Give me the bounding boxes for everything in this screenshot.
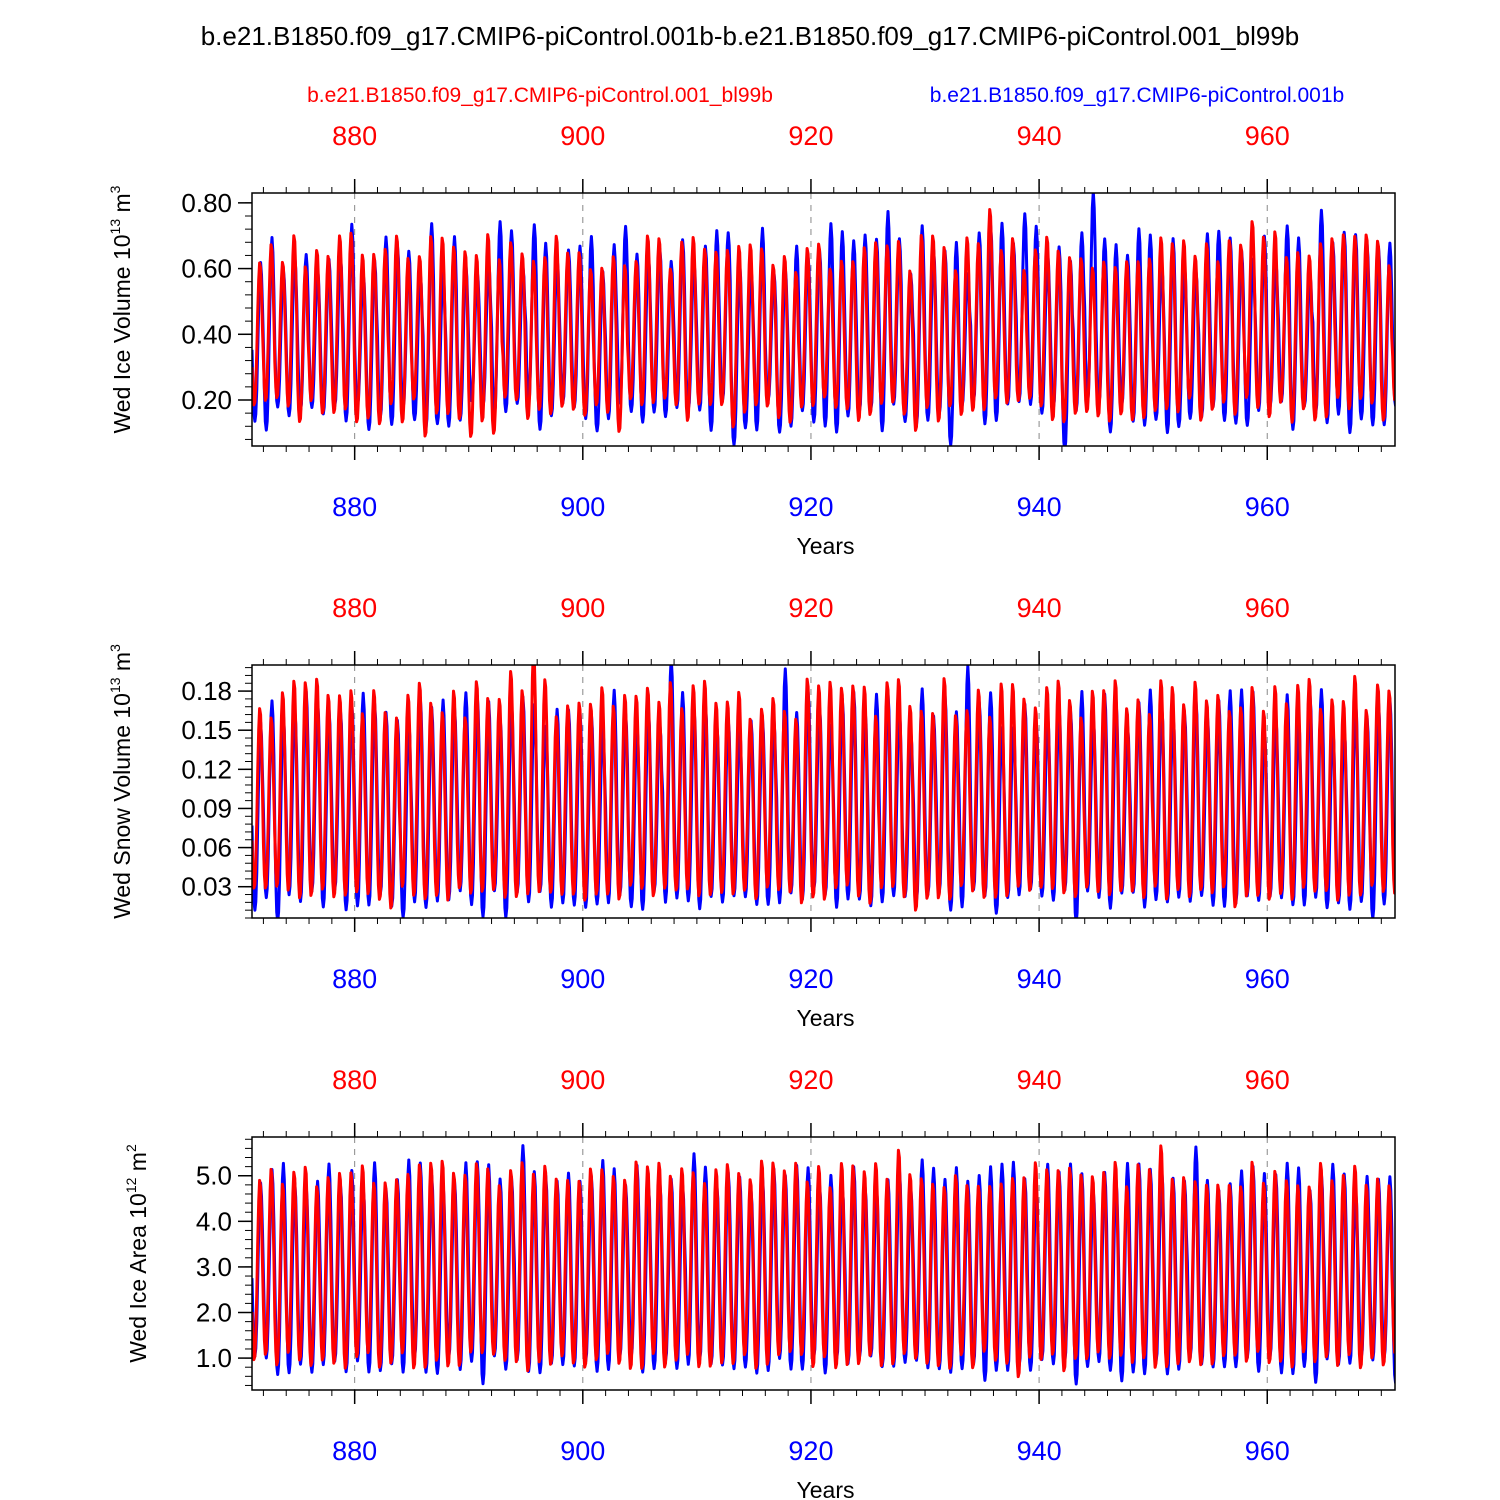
y-tick-label: 5.0 [196,1161,232,1191]
plot-frame [251,664,1396,919]
y-tick-label: 0.03 [181,872,232,902]
x-top-tick-label: 960 [1245,1065,1290,1095]
panel-1: 0.20 0.40 0.60 0.80 880 880 900 900 920 920 940 940… [107,121,1396,559]
y-tick-label: 2.0 [196,1298,232,1328]
plot-frame [251,192,1396,447]
x-bottom-tick-label: 920 [788,492,833,522]
x-bottom-tick-label: 940 [1017,964,1062,994]
y-tick-label: 1.0 [196,1343,232,1373]
chart-panels: 0.20 0.40 0.60 0.80 880 880 900 900 920 920 940 940… [107,121,1396,1500]
x-bottom-tick-label: 880 [332,492,377,522]
x-top-tick-label: 880 [332,121,377,151]
x-axis-label: Years [797,533,855,559]
panel-3: 1.0 2.0 3.0 4.0 5.0 880 880 900 900 920 920 940 940 9… [123,1065,1396,1500]
x-top-tick-label: 900 [560,121,605,151]
x-bottom-tick-label: 920 [788,964,833,994]
x-axis-label: Years [797,1477,855,1500]
y-tick-label: 0.80 [181,188,232,218]
x-bottom-tick-label: 880 [332,1436,377,1466]
y-tick-label: 4.0 [196,1206,232,1236]
plot-frame [251,1136,1396,1391]
figure-title: b.e21.B1850.f09_g17.CMIP6-piControl.001b… [201,21,1300,51]
y-tick-label: 0.60 [181,254,232,284]
y-tick-label: 0.20 [181,385,232,415]
x-top-tick-label: 960 [1245,121,1290,151]
x-top-tick-label: 920 [788,1065,833,1095]
y-tick-label: 0.18 [181,676,232,706]
y-axis-label: Wed Ice Area 1012 m2 [123,1144,151,1363]
x-bottom-tick-label: 960 [1245,964,1290,994]
y-axis-label: Wed Ice Volume 1013 m3 [107,185,135,433]
x-bottom-tick-label: 960 [1245,1436,1290,1466]
legend-blue-label: b.e21.B1850.f09_g17.CMIP6-piControl.001b [930,84,1344,107]
x-bottom-tick-label: 940 [1017,1436,1062,1466]
series-red-line [252,1144,1395,1379]
x-bottom-tick-label: 920 [788,1436,833,1466]
x-top-tick-label: 960 [1245,593,1290,623]
y-tick-label: 0.09 [181,793,232,823]
y-tick-label: 0.06 [181,833,232,863]
x-top-tick-label: 900 [560,1065,605,1095]
panel-2: 0.03 0.06 0.09 0.12 0.15 0.18 880 880 900 900 920 9… [107,593,1396,1031]
x-axis-label: Years [797,1005,855,1031]
x-bottom-tick-label: 940 [1017,492,1062,522]
series-red-line [252,665,1395,912]
x-top-tick-label: 940 [1017,593,1062,623]
x-top-tick-label: 940 [1017,1065,1062,1095]
x-bottom-tick-label: 880 [332,964,377,994]
y-tick-label: 0.15 [181,715,232,745]
x-top-tick-label: 940 [1017,121,1062,151]
x-top-tick-label: 920 [788,593,833,623]
y-tick-label: 3.0 [196,1252,232,1282]
y-tick-label: 0.12 [181,754,232,784]
x-bottom-tick-label: 900 [560,964,605,994]
x-top-tick-label: 880 [332,1065,377,1095]
series-red-line [252,208,1395,438]
x-top-tick-label: 880 [332,593,377,623]
x-top-tick-label: 920 [788,121,833,151]
y-axis-label: Wed Snow Volume 1013 m3 [107,644,135,919]
x-bottom-tick-label: 960 [1245,492,1290,522]
legend-red-label: b.e21.B1850.f09_g17.CMIP6-piControl.001_… [307,84,773,107]
x-top-tick-label: 900 [560,593,605,623]
y-tick-label: 0.40 [181,319,232,349]
x-bottom-tick-label: 900 [560,492,605,522]
x-bottom-tick-label: 900 [560,1436,605,1466]
